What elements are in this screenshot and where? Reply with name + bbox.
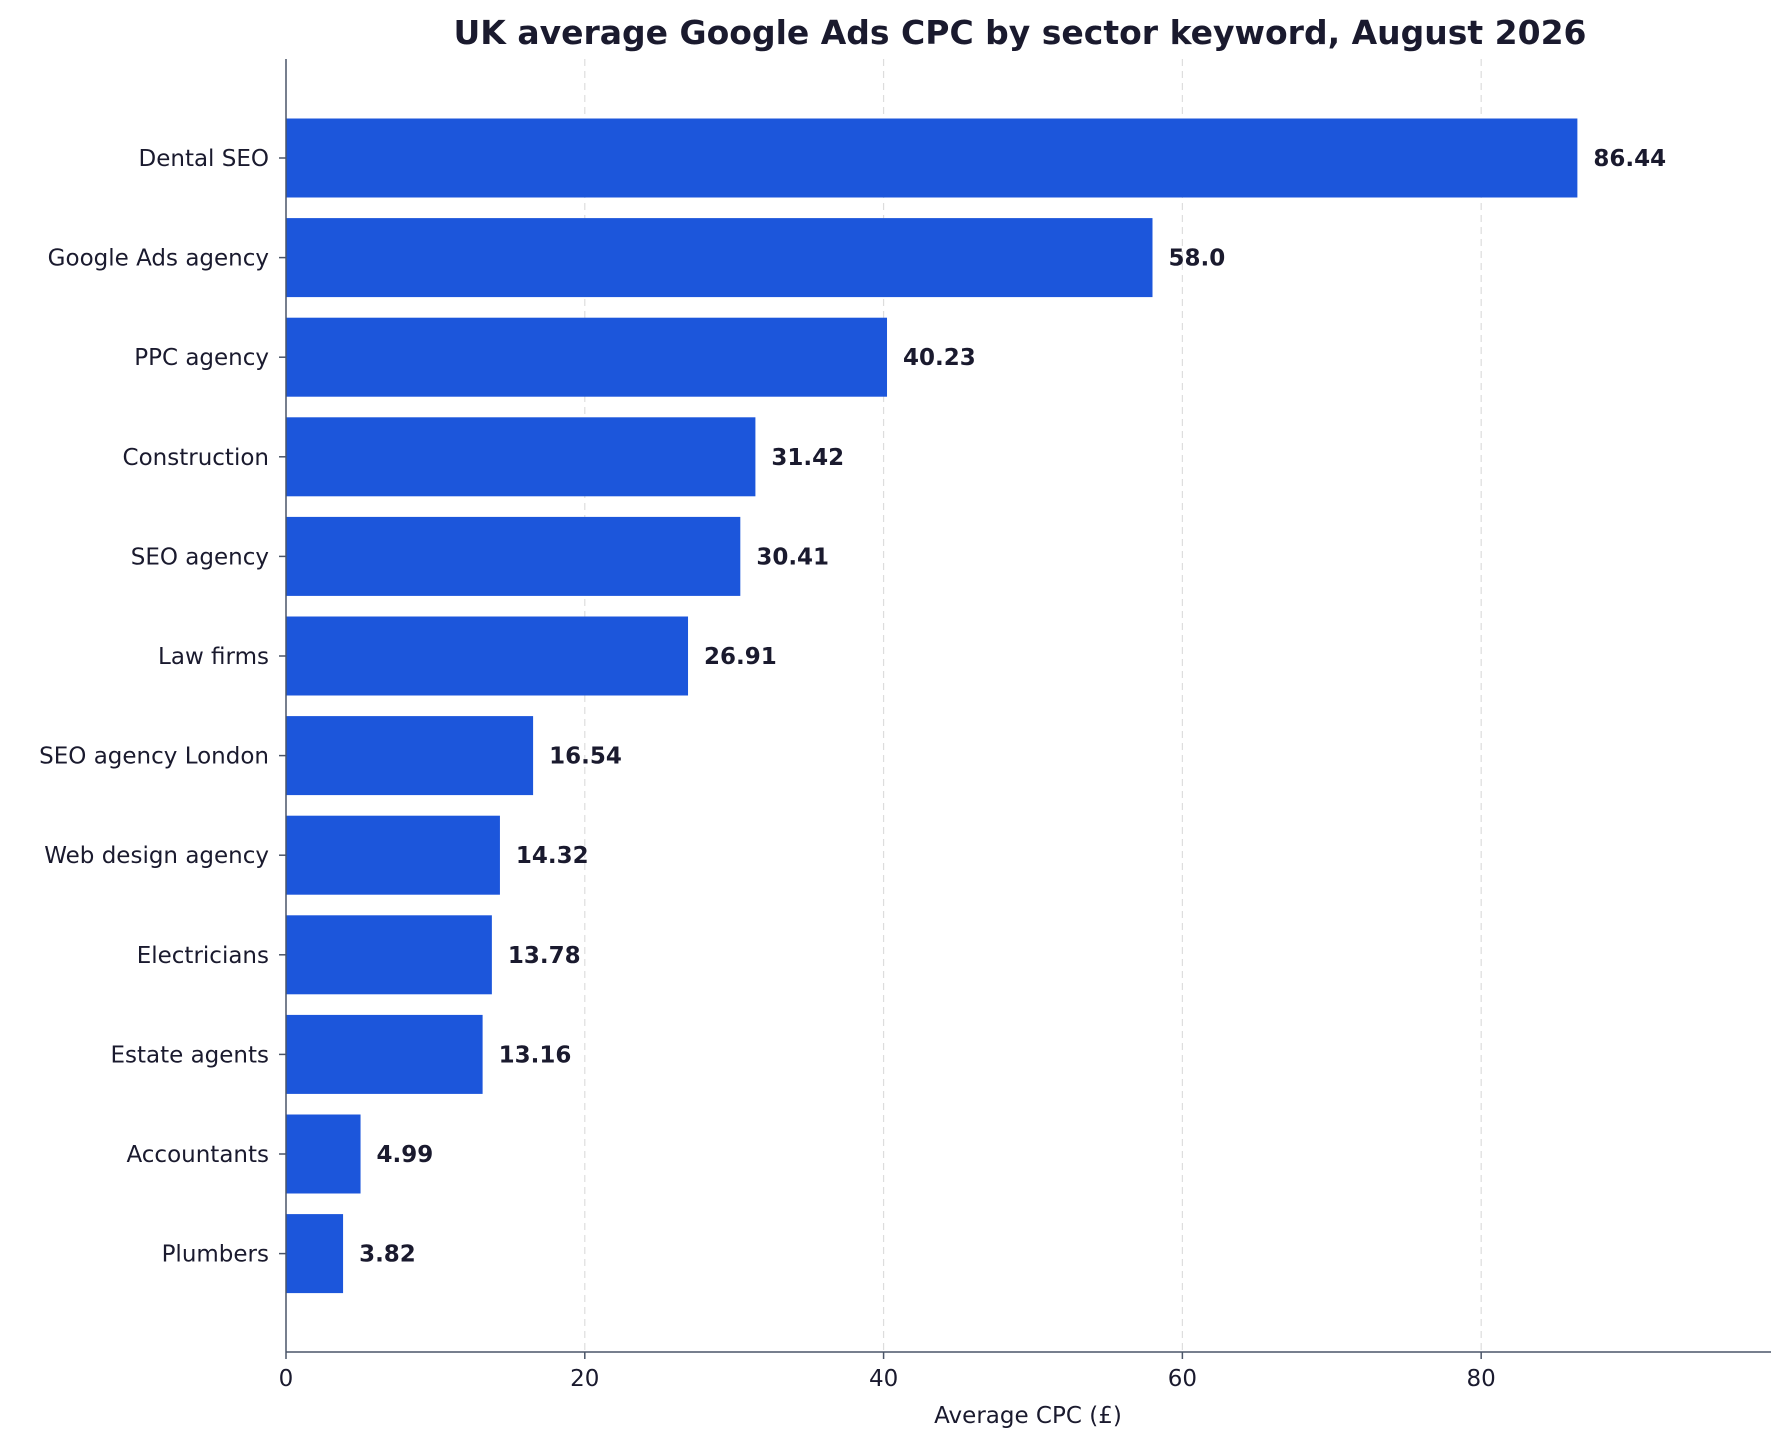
value-label: 40.23 (903, 345, 976, 371)
bar (286, 516, 741, 596)
bar (286, 317, 888, 397)
x-tick-label: 60 (1168, 1366, 1197, 1392)
value-label: 13.16 (499, 1042, 572, 1068)
bars (286, 118, 1578, 1294)
value-label: 58.0 (1168, 246, 1225, 272)
x-tick-label: 20 (570, 1366, 599, 1392)
bar (286, 1114, 361, 1194)
value-labels: 86.44 58.0 40.23 31.42 30.41 26.91 16.54 14.32 1… (359, 146, 1666, 1268)
value-label: 26.91 (704, 644, 777, 670)
bar (286, 815, 500, 895)
category-label: Law firms (158, 644, 269, 670)
bar (286, 716, 534, 796)
x-axis-ticks: 0 20 40 60 80 (279, 1352, 1496, 1392)
value-label: 86.44 (1593, 146, 1666, 172)
bar (286, 1014, 483, 1094)
chart-title: UK average Google Ads CPC by sector keyw… (453, 13, 1586, 52)
bar (286, 616, 689, 696)
bar (286, 218, 1153, 298)
bar (286, 1214, 344, 1294)
category-label: Accountants (126, 1142, 269, 1168)
category-label: Estate agents (110, 1042, 269, 1068)
category-label: SEO agency London (39, 744, 269, 770)
value-label: 14.32 (516, 843, 589, 869)
value-label: 31.42 (771, 445, 844, 471)
x-tick-label: 80 (1467, 1366, 1496, 1392)
x-tick-label: 0 (279, 1366, 294, 1392)
value-label: 3.82 (359, 1242, 416, 1268)
bar (286, 417, 756, 497)
category-label: PPC agency (134, 345, 269, 371)
bar (286, 915, 492, 995)
category-label: Electricians (137, 943, 269, 969)
category-label: Web design agency (44, 843, 269, 869)
category-labels: Dental SEO Google Ads agency PPC agency Con… (39, 146, 286, 1268)
bar (286, 118, 1578, 198)
x-tick-label: 40 (869, 1366, 898, 1392)
value-label: 30.41 (756, 544, 829, 570)
category-label: Construction (123, 445, 269, 471)
value-label: 4.99 (377, 1142, 434, 1168)
category-label: Google Ads agency (48, 246, 269, 272)
category-label: Dental SEO (139, 146, 270, 172)
value-label: 16.54 (549, 744, 622, 770)
value-label: 13.78 (508, 943, 581, 969)
x-axis-title: Average CPC (£) (934, 1403, 1122, 1429)
category-label: SEO agency (131, 544, 269, 570)
category-label: Plumbers (162, 1242, 269, 1268)
